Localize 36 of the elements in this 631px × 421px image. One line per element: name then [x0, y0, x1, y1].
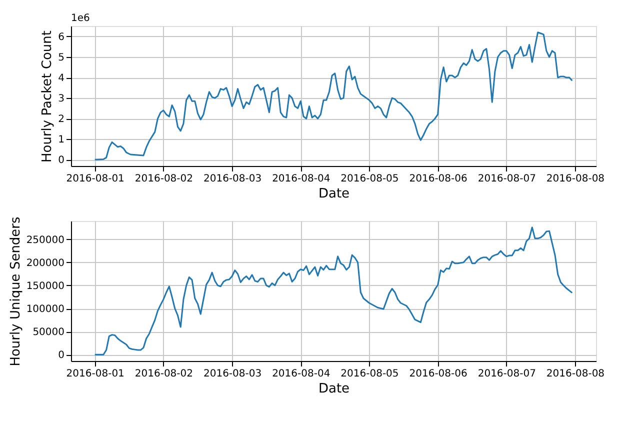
x-tick-label: 2016-08-07 [478, 174, 536, 184]
x-tick-label: 2016-08-02 [134, 368, 194, 380]
x-axis-title: Date [318, 186, 350, 202]
x-tick-label: 2016-08-04 [272, 174, 330, 184]
y-axis-title: Hourly Unique Senders [8, 216, 24, 366]
x-tick-label: 2016-08-08 [546, 368, 605, 380]
x-tick-label: 2016-08-07 [478, 368, 536, 380]
line-series [94, 226, 573, 356]
x-tick-label: 2016-08-06 [409, 174, 468, 184]
x-tick-label: 2016-08-02 [134, 174, 194, 184]
y-tick-label: 1 [58, 134, 64, 146]
text: 1e6 [71, 13, 90, 24]
x-tick-label: 2016-08-04 [272, 368, 330, 380]
y-tick-label: 50000 [32, 327, 64, 338]
y-tick-label: 5 [58, 52, 64, 64]
y-axis-title: Hourly Packet Count [40, 30, 56, 163]
x-axis-title: Date [318, 382, 350, 396]
y-tick-label: 4 [58, 73, 64, 84]
x-tick-label: 2016-08-06 [409, 368, 468, 380]
x-tick-label: 2016-08-08 [546, 174, 605, 184]
x-tick-label: 2016-08-03 [203, 174, 262, 184]
x-tick-label: 2016-08-05 [340, 368, 399, 380]
y-tick-label: 2 [58, 114, 64, 126]
x-tick-label: 2016-08-01 [66, 174, 124, 184]
y-tick-label: 0 [58, 155, 64, 166]
x-tick-label: 2016-08-03 [203, 368, 262, 380]
line-series [94, 32, 573, 160]
x-tick-label: 2016-08-05 [340, 174, 399, 184]
y-tick-label: 100000 [26, 304, 64, 316]
y-tick-label: 200000 [26, 258, 64, 269]
y-tick-label: 3 [58, 94, 64, 105]
y-tick-label: 0 [58, 350, 64, 362]
y-tick-label: 6 [58, 32, 64, 43]
y-tick-label: 150000 [26, 280, 64, 292]
x-tick-label: 2016-08-01 [66, 368, 124, 380]
y-tick-label: 250000 [26, 234, 64, 246]
